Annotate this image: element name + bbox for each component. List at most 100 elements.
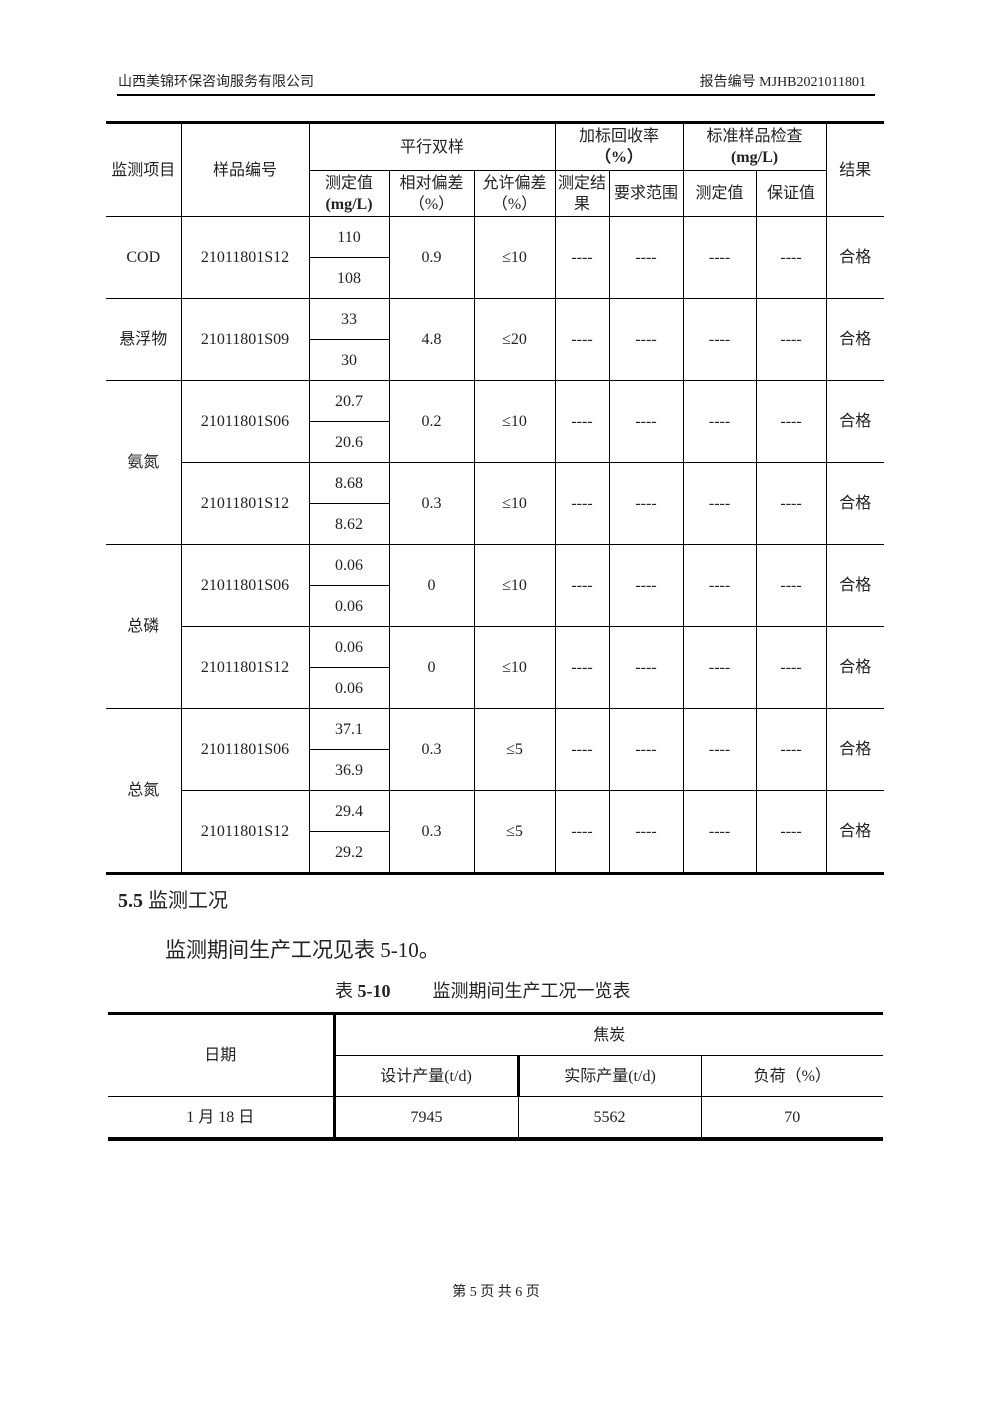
cell-sample-id: 21011801S12 <box>181 462 310 545</box>
cell-spike-range: ---- <box>608 216 684 299</box>
cell-allow-dev: ≤5 <box>473 708 556 791</box>
header-coke: 焦炭 <box>333 1013 883 1056</box>
cell-std-measured: ---- <box>682 462 757 545</box>
cell-item: 总氮 <box>106 708 182 874</box>
cell-measured: 0.06 <box>309 585 390 627</box>
cell-allow-dev: ≤10 <box>473 626 556 709</box>
cell-measured: 20.6 <box>309 421 390 463</box>
cell-rel-dev: 0.3 <box>388 462 475 545</box>
table-row: 20.6 <box>106 421 884 463</box>
cell-measured: 8.68 <box>308 462 390 504</box>
table-row: 总氮 21011801S06 37.1 0.3 ≤5 ---- ---- ---- ---- 合格 <box>106 708 885 874</box>
cell-rel-dev: 0.3 <box>388 708 475 791</box>
cell-std-measured: ---- <box>682 790 757 874</box>
cell-sample-id: 21011801S06 <box>180 380 310 463</box>
cell-actual: 5562 <box>517 1096 702 1140</box>
cell-sample-id: 21011801S06 <box>180 708 310 791</box>
cell-std-measured: ---- <box>682 544 757 627</box>
table-row: 总磷 21011801S06 0.06 0 ≤10 ---- ---- ---- ---- 合格 <box>106 544 885 709</box>
cell-result: 合格 <box>825 790 885 874</box>
header-load: 负荷（%） <box>700 1055 883 1097</box>
cell-spike-result: ---- <box>554 544 610 627</box>
cell-rel-dev: 4.8 <box>388 298 475 381</box>
header-design: 设计产量(t/d) <box>334 1055 520 1097</box>
table-row: 21011801S12 8.68 0.3 ≤10 ---- ---- ---- ---- 合格 <box>106 462 885 545</box>
qc-table: 监测项目 样品编号 平行双样 加标回收率 （%） 标准样品检查 (mg/L) 结果 … <box>106 121 885 875</box>
header-sample-id: 样品编号 <box>180 122 310 217</box>
cell-spike-result: ---- <box>554 462 610 545</box>
header-divider <box>117 94 875 96</box>
body-paragraph: 监测期间生产工况见表 5-10。 <box>165 938 440 962</box>
header-spike: 加标回收率 （%） <box>554 122 684 171</box>
section-heading: 5.5 监测工况 <box>118 890 228 912</box>
cell-sample-id: 21011801S12 <box>180 216 310 299</box>
cell-std-guarantee: ---- <box>755 462 827 545</box>
header-parallel: 平行双样 <box>308 122 556 171</box>
cell-allow-dev: ≤10 <box>473 544 556 627</box>
cell-result: 合格 <box>825 708 885 791</box>
cell-std-measured: ---- <box>682 626 757 709</box>
cell-rel-dev: 0.2 <box>388 380 475 463</box>
cell-sample-id: 21011801S09 <box>180 298 310 381</box>
cell-sample-id: 21011801S12 <box>181 790 310 874</box>
header-date: 日期 <box>108 1013 336 1097</box>
page-footer: 第 5 页 共 6 页 <box>452 1285 540 1300</box>
cell-result: 合格 <box>825 298 885 381</box>
cell-measured: 30 <box>309 339 390 381</box>
table-row: 悬浮物 21011801S09 33 4.8 ≤20 ---- ---- ---- ---- 合格 <box>106 298 885 381</box>
table-row: 29.2 <box>106 831 884 874</box>
cell-std-guarantee: ---- <box>755 298 827 381</box>
cell-std-measured: ---- <box>682 298 757 381</box>
company-name: 山西美锦环保咨询服务有限公司 <box>118 75 314 90</box>
cell-spike-result: ---- <box>554 708 610 791</box>
table-row: 21011801S12 29.4 0.3 ≤5 ---- ---- ---- ---- 合格 <box>106 790 885 874</box>
cell-rel-dev: 0 <box>388 544 475 627</box>
cell-measured: 8.62 <box>309 503 390 545</box>
cell-std-guarantee: ---- <box>755 708 827 791</box>
cell-item: 总磷 <box>106 544 182 709</box>
cell-std-guarantee: ---- <box>755 380 827 463</box>
cell-measured: 110 <box>308 216 390 258</box>
cell-rel-dev: 0.3 <box>388 790 475 874</box>
header-item: 监测项目 <box>106 122 182 217</box>
header-rel-dev: 相对偏差（%） <box>388 170 475 217</box>
cell-allow-dev: ≤10 <box>473 380 556 463</box>
header-allow-dev: 允许偏差（%） <box>473 170 556 217</box>
cell-item: COD <box>106 216 182 299</box>
cell-measured: 108 <box>309 257 390 299</box>
header-result: 结果 <box>825 122 885 217</box>
cell-spike-result: ---- <box>554 298 610 381</box>
cell-spike-range: ---- <box>608 708 684 791</box>
cell-std-guarantee: ---- <box>755 790 827 874</box>
header-spike-range: 要求范围 <box>608 170 684 217</box>
cell-result: 合格 <box>825 380 885 463</box>
cell-measured: 0.06 <box>308 544 390 586</box>
header-spike-result: 测定结果 <box>554 170 610 217</box>
cell-measured: 20.7 <box>308 380 390 422</box>
cell-spike-result: ---- <box>554 790 610 874</box>
cell-spike-range: ---- <box>608 298 684 381</box>
cell-result: 合格 <box>825 626 885 709</box>
cell-std-guarantee: ---- <box>755 626 827 709</box>
cell-std-measured: ---- <box>682 708 757 791</box>
table-row: 30 <box>106 339 884 381</box>
table-row: 0.06 <box>106 585 884 627</box>
cell-spike-result: ---- <box>554 380 610 463</box>
cell-measured: 29.2 <box>309 831 390 874</box>
table-row: 0.06 <box>106 667 884 709</box>
cell-result: 合格 <box>825 544 885 627</box>
cell-measured: 29.4 <box>308 790 390 832</box>
cell-load: 70 <box>700 1096 883 1140</box>
cell-sample-id: 21011801S12 <box>181 626 310 709</box>
cell-rel-dev: 0.9 <box>388 216 475 299</box>
cell-std-measured: ---- <box>682 380 757 463</box>
header-std-guarantee: 保证值 <box>755 170 827 217</box>
cell-spike-range: ---- <box>608 380 684 463</box>
cell-spike-range: ---- <box>608 790 684 874</box>
cell-std-guarantee: ---- <box>755 544 827 627</box>
table-row: 8.62 <box>106 503 884 545</box>
cell-sample-id: 21011801S06 <box>180 544 310 627</box>
cell-measured: 36.9 <box>309 749 390 791</box>
table-row: 1 月 18 日 7945 5562 70 <box>108 1096 883 1140</box>
